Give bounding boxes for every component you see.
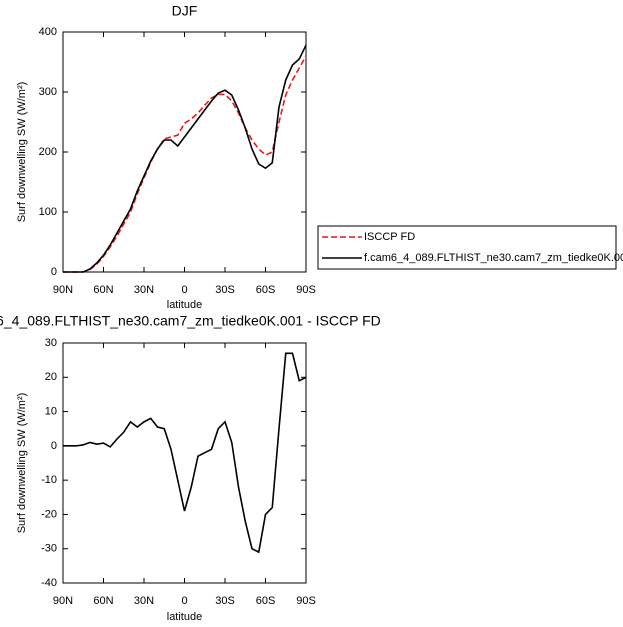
x-tick-label: 90S (296, 595, 316, 607)
chart-title: n6_4_089.FLTHIST_ne30.cam7_zm_tiedke0K.0… (0, 313, 381, 329)
y-tick-label: 0 (51, 440, 57, 452)
y-tick-label: 200 (39, 146, 57, 158)
chart-title: DJF (172, 3, 198, 19)
x-tick-label: 60N (93, 284, 113, 296)
y-tick-label: 10 (45, 405, 57, 417)
legend-box (317, 225, 617, 270)
y-tick-label: 300 (39, 86, 57, 98)
x-tick-label: 60N (93, 595, 113, 607)
y-axis-label: Surf downwelling SW (W/m²) (16, 82, 28, 223)
legend-label: ISCCP FD (364, 231, 415, 243)
x-axis-label: latitude (167, 299, 202, 311)
y-tick-label: 400 (39, 26, 57, 38)
x-tick-label: 90N (53, 284, 73, 296)
y-tick-label: -20 (41, 508, 57, 520)
y-tick-label: -40 (41, 577, 57, 589)
plot-frame (62, 342, 307, 584)
x-tick-label: 0 (181, 595, 187, 607)
y-tick-label: -10 (41, 474, 57, 486)
data-line (63, 352, 307, 554)
plot-frame (62, 31, 307, 273)
y-tick-label: 20 (45, 371, 57, 383)
y-tick-label: -30 (41, 543, 57, 555)
x-tick-label: 90N (53, 595, 73, 607)
x-tick-label: 30N (134, 595, 154, 607)
y-axis-label: Surf downwelling SW (W/m²) (16, 393, 28, 534)
y-tick-label: 30 (45, 337, 57, 349)
x-tick-label: 0 (181, 284, 187, 296)
y-tick-label: 0 (51, 266, 57, 278)
x-tick-label: 60S (256, 284, 276, 296)
x-tick-label: 60S (256, 595, 276, 607)
x-tick-label: 90S (296, 284, 316, 296)
y-tick-label: 100 (39, 206, 57, 218)
legend-label: f.cam6_4_089.FLTHIST_ne30.cam7_zm_tiedke… (364, 252, 623, 264)
x-tick-label: 30S (215, 595, 235, 607)
x-tick-label: 30N (134, 284, 154, 296)
x-tick-label: 30S (215, 284, 235, 296)
x-axis-label: latitude (167, 611, 202, 623)
data-line (63, 44, 307, 273)
